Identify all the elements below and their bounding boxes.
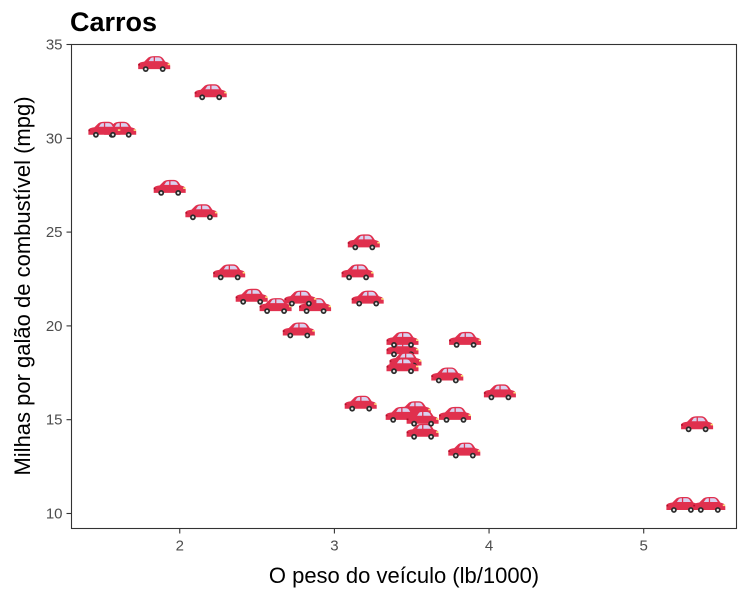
y-tick-label: 15 — [46, 412, 63, 429]
data-point-car-icon — [431, 367, 464, 384]
data-point-car-icon — [439, 406, 471, 423]
x-axis: 2 3 4 5 — [176, 528, 648, 555]
data-point-car-icon — [284, 290, 317, 307]
data-point-car-icon — [386, 358, 419, 375]
data-point-car-icon — [666, 497, 699, 513]
y-tick-label: 35 — [46, 37, 63, 54]
data-point-car-icon — [259, 298, 292, 314]
x-axis-title: O peso do veículo (lb/1000) — [269, 563, 539, 588]
data-point-car-icon — [351, 290, 384, 307]
y-tick-label: 25 — [46, 224, 63, 241]
x-tick-label: 5 — [640, 538, 648, 555]
x-tick-label: 2 — [176, 538, 184, 555]
points-layer — [88, 56, 726, 513]
data-point-car-icon — [406, 410, 439, 427]
data-point-car-icon — [406, 423, 439, 440]
data-point-car-icon — [341, 264, 374, 281]
data-point-car-icon — [693, 497, 726, 513]
data-point-car-icon — [153, 179, 186, 196]
data-point-car-icon — [448, 442, 481, 459]
data-point-car-icon — [235, 288, 268, 305]
x-tick-label: 4 — [485, 538, 493, 555]
data-point-car-icon — [299, 298, 332, 314]
data-point-car-icon — [282, 322, 315, 339]
y-axis-title: Milhas por galão de combustível (mpg) — [10, 96, 35, 475]
x-tick-label: 3 — [330, 538, 338, 555]
data-point-car-icon — [344, 395, 377, 412]
y-tick-label: 30 — [46, 130, 63, 147]
data-point-car-icon — [185, 204, 218, 221]
data-point-car-icon — [213, 264, 246, 281]
data-point-car-icon — [386, 331, 419, 348]
data-point-car-icon — [347, 234, 380, 251]
y-axis: 10 15 20 25 30 35 — [46, 37, 72, 522]
chart-title: Carros — [70, 7, 157, 37]
data-point-car-icon — [483, 384, 516, 401]
y-tick-label: 20 — [46, 318, 63, 335]
data-point-car-icon — [88, 121, 121, 138]
data-point-car-icon — [681, 416, 714, 433]
plot-panel — [70, 43, 738, 530]
data-point-car-icon — [194, 84, 227, 101]
data-point-car-icon — [449, 331, 482, 348]
y-tick-label: 10 — [46, 505, 63, 522]
data-point-car-icon — [138, 56, 171, 72]
